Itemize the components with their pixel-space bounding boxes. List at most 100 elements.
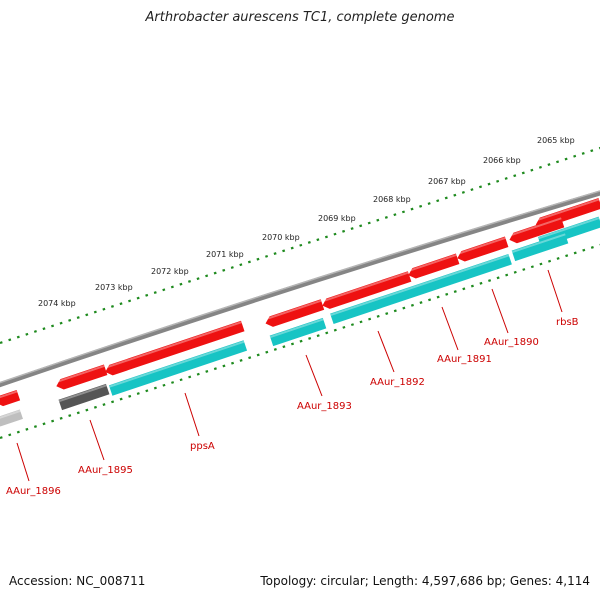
ruler-dot (110, 305, 114, 308)
inner-ruler-dot (196, 372, 200, 376)
inner-ruler-dot (359, 320, 363, 324)
ruler-dot (350, 227, 354, 230)
ruler-dot (239, 263, 243, 267)
inner-ruler-dot (368, 317, 372, 321)
ruler-dot (119, 302, 123, 306)
ruler-dot (504, 177, 508, 180)
inner-ruler-dot (445, 292, 449, 296)
ruler-dot (521, 171, 525, 175)
inner-ruler-dot (496, 276, 500, 280)
inner-ruler-dot (16, 430, 20, 434)
gene-arrow (56, 364, 108, 390)
ruler-dot (8, 338, 12, 342)
ruler-dot (590, 149, 594, 153)
cds-track (0, 216, 600, 427)
inner-ruler-dot (76, 411, 80, 415)
scale-label: 2070 kbp (262, 233, 300, 242)
inner-ruler-dot (565, 254, 569, 258)
genome-summary: Topology: circular; Length: 4,597,686 bp… (260, 574, 590, 588)
ruler-dot (359, 224, 363, 228)
ruler-dot (513, 174, 517, 178)
inner-ruler-dot (462, 287, 466, 291)
gene-track (0, 197, 600, 407)
inner-ruler-dot (350, 323, 354, 327)
ruler-dot (136, 296, 140, 300)
cds-bar-dark (58, 383, 110, 411)
inner-ruler-dot (428, 298, 432, 302)
inner-ruler-dot (376, 314, 380, 318)
ruler-dot (170, 285, 174, 289)
feature-leader-line (16, 442, 30, 482)
ruler-dot (213, 271, 217, 275)
ruler-dot (179, 282, 183, 286)
feature-leader-line (491, 288, 509, 334)
gene-arrow (322, 271, 412, 309)
inner-ruler (0, 243, 600, 440)
inner-ruler-dot (470, 284, 474, 288)
inner-ruler-dot (573, 251, 577, 255)
map-title: Arthrobacter aurescens TC1, complete gen… (145, 10, 455, 25)
accession-label: Accession: NC_008711 (9, 574, 146, 588)
inner-ruler-dot (68, 414, 72, 417)
ruler-dot (573, 154, 577, 158)
inner-ruler-dot (42, 422, 46, 426)
ruler-dot (376, 218, 380, 222)
ruler-dot (222, 268, 226, 272)
scale-label: 2065 kbp (537, 136, 575, 145)
inner-ruler-dot (582, 248, 586, 252)
ruler-dot (256, 257, 260, 261)
inner-ruler-dot (530, 265, 534, 269)
inner-ruler-dot (248, 356, 252, 360)
feature-label: rbsB (556, 317, 579, 328)
inner-ruler-dot (0, 436, 3, 440)
scale-labels: 2065 kbp 2066 kbp 2067 kbp 2068 kbp 2069 kbp… (38, 136, 575, 308)
ruler-dot (299, 243, 303, 247)
ruler-dot (25, 332, 29, 336)
ruler-dot (478, 185, 483, 189)
ruler-dot (145, 293, 149, 297)
inner-ruler-dot (171, 381, 175, 384)
ruler-dot (33, 330, 37, 333)
feature-label: AAur_1890 (484, 337, 539, 348)
ruler-dot (128, 299, 132, 303)
scale-label: 2066 kbp (483, 156, 521, 165)
cds-bar-light (0, 409, 23, 427)
inner-ruler-dot (410, 303, 414, 307)
inner-ruler-dot (102, 403, 106, 406)
gene-arrow (0, 389, 21, 407)
ruler-dot (556, 160, 560, 164)
inner-ruler-dot (436, 295, 440, 299)
gene-arrow (265, 299, 325, 327)
scale-label: 2068 kbp (373, 195, 411, 204)
inner-ruler-dot (290, 342, 295, 346)
inner-ruler-dot (230, 361, 235, 365)
inner-ruler-dot (33, 425, 37, 429)
ruler-dot (205, 274, 209, 278)
inner-ruler-dot (162, 383, 166, 387)
inner-ruler-dot (111, 400, 115, 404)
inner-ruler-dot (93, 405, 97, 409)
ruler-dot (393, 213, 397, 217)
cds-bar (108, 340, 248, 396)
ruler-dot (93, 310, 97, 314)
scale-ruler (0, 146, 600, 345)
feature-leader-line (377, 330, 395, 373)
inner-ruler-dot (282, 345, 286, 349)
inner-ruler-dot (51, 419, 55, 423)
inner-ruler-dot (316, 334, 320, 338)
ruler-dot (581, 152, 585, 155)
scale-label: 2067 kbp (428, 177, 466, 186)
ruler-dot (333, 232, 337, 236)
ruler-dot (0, 341, 3, 345)
inner-ruler-dot (308, 336, 312, 340)
scale-label: 2072 kbp (151, 267, 189, 276)
genome-backbone-highlight (0, 190, 600, 384)
ruler-dot (564, 157, 568, 161)
inner-ruler-dot (119, 397, 123, 401)
inner-ruler-dot (299, 339, 303, 343)
feature-label: AAur_1892 (370, 377, 425, 388)
ruler-dot (367, 221, 371, 225)
inner-ruler-dot (505, 273, 509, 277)
feature-leader-line (441, 306, 459, 351)
